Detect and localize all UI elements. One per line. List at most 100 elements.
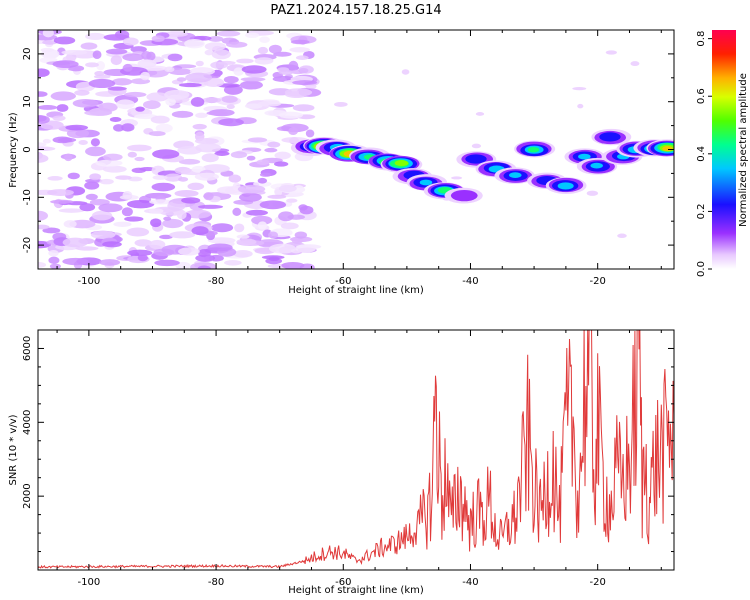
heatmap-cell [42, 40, 58, 45]
heatmap-cell [127, 249, 153, 257]
x-tick-label: -20 [590, 577, 606, 588]
heatmap-cell [134, 156, 145, 162]
heatmap-cell [241, 65, 267, 74]
heatmap-cell [401, 69, 410, 75]
heatmap-cell [171, 110, 194, 118]
heatmap-cell [259, 200, 287, 210]
chart-title: PAZ1.2024.157.18.25.G14 [270, 3, 441, 18]
heatmap-cell [274, 151, 291, 160]
heatmap-cell [223, 76, 239, 84]
y-tick-label: 20 [22, 48, 33, 61]
heatmap-cell [471, 143, 482, 149]
y-tick-label: 10 [22, 95, 33, 108]
heatmap-cell [268, 243, 297, 254]
heatmap-cell [278, 211, 294, 222]
heatmap-cells [38, 30, 674, 269]
heatmap-cell [233, 249, 253, 258]
heatmap-cell [75, 246, 99, 251]
heatmap-cell [49, 263, 61, 269]
heatmap-cell [288, 127, 299, 136]
heatmap-cell [268, 256, 280, 262]
heatmap-cell [38, 210, 49, 221]
heatmap-cell [57, 137, 77, 143]
heatmap-cell [257, 46, 269, 55]
heatmap-cell [126, 144, 152, 152]
heatmap-cell [162, 218, 184, 229]
heatmap-cell [137, 254, 148, 262]
heatmap-cell [190, 97, 205, 107]
heatmap-cell [221, 95, 238, 103]
heatmap-cell [89, 173, 102, 181]
heatmap-cell [185, 72, 213, 83]
heatmap-cell [211, 223, 234, 233]
heatmap-cell [114, 30, 130, 40]
heatmap-cell [211, 49, 231, 60]
x-tick-label: -40 [462, 276, 478, 287]
heatmap-cell [62, 257, 89, 266]
heatmap-cell [181, 197, 201, 204]
heatmap-cell [334, 101, 348, 107]
heatmap-cell [113, 124, 125, 132]
heatmap-cell [605, 50, 618, 55]
heatmap-cell [239, 80, 263, 90]
colorbar-ticks: 0.0 0.2 0.4 0.6 0.8 [696, 31, 712, 277]
heatmap-cell [216, 30, 241, 37]
heatmap-cell [134, 113, 158, 120]
heatmap-cell [257, 177, 268, 184]
heatmap-cell [289, 47, 310, 53]
heatmap-cell [207, 243, 233, 252]
colorbar-tick-label: 0.2 [696, 203, 707, 219]
heatmap-cell [58, 208, 85, 213]
heatmap-cell [102, 165, 127, 173]
heatmap-cell [176, 209, 187, 220]
heatmap-cell [50, 199, 74, 204]
heatmap-cell [267, 194, 287, 199]
spectrogram-y-ticks: -20 -10 0 10 20 [22, 29, 674, 270]
heatmap-cell [226, 41, 248, 48]
heatmap-cell [292, 80, 318, 86]
heatmap-cell [527, 147, 540, 153]
heatmap-cell [578, 153, 591, 160]
heatmap-cell [42, 227, 61, 234]
heatmap-cell [280, 222, 299, 230]
heatmap-cell [92, 50, 102, 60]
colorbar-tick-label: 0.0 [696, 261, 707, 277]
heatmap-cell [72, 98, 99, 108]
heatmap-cell [630, 61, 640, 67]
heatmap-cell [169, 231, 196, 239]
heatmap-cell [91, 210, 113, 221]
heatmap-cell [208, 36, 224, 42]
heatmap-cell [154, 259, 180, 267]
heatmap-cell [84, 181, 100, 190]
colorbar-tick-label: 0.4 [696, 146, 707, 162]
heatmap-cell [257, 221, 268, 230]
heatmap-cell [197, 265, 211, 269]
heatmap-cell [451, 176, 463, 180]
heatmap-cell [292, 104, 315, 112]
heatmap-cell [267, 141, 281, 148]
heatmap-cell [140, 71, 150, 81]
heatmap-cell [122, 53, 144, 62]
heatmap-cell [152, 149, 180, 159]
colorbar-label: Normalized spectral amplitude [738, 73, 749, 227]
x-tick-label: -100 [78, 577, 101, 588]
heatmap-cell [295, 55, 309, 60]
heatmap-cell [230, 151, 248, 159]
heatmap-cell [197, 204, 224, 209]
heatmap-cell [38, 68, 50, 77]
y-tick-label: -20 [22, 237, 33, 253]
y-tick-label: 0 [22, 146, 33, 152]
heatmap-cell [149, 199, 173, 205]
heatmap-cell [286, 198, 298, 203]
heatmap-cell [80, 42, 98, 50]
heatmap-cell [121, 123, 135, 132]
heatmap-cell [64, 153, 73, 162]
spectrogram-x-ticks: -100 -80 -60 -40 -20 [56, 30, 662, 287]
heatmap-cell [203, 192, 214, 201]
heatmap-cell [233, 67, 244, 76]
heatmap-cell [185, 209, 212, 219]
y-tick-label: 2000 [22, 483, 33, 508]
spectrogram-x-label: Height of straight line (km) [288, 285, 424, 296]
heatmap-cell [268, 231, 279, 239]
heatmap-cell [38, 115, 50, 124]
